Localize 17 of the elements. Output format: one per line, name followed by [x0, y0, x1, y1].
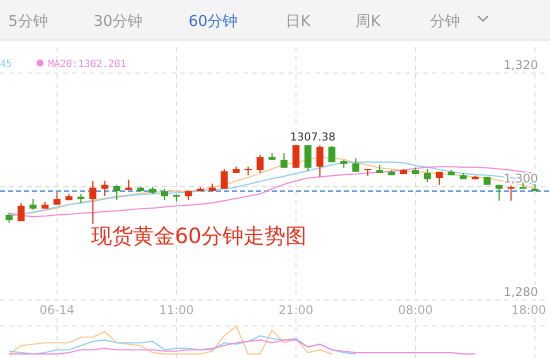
text: 日K [286, 12, 312, 30]
y-tick-label: 1,320 [504, 58, 538, 72]
x-tick-label: 21:00 [278, 303, 314, 317]
y-tick-label: 1,280 [504, 285, 538, 299]
text: 周K [356, 12, 382, 30]
x-tick-label: 08:00 [398, 303, 433, 317]
text: 30分钟 [93, 12, 143, 30]
x-tick-label: 18:00 [511, 303, 546, 317]
legend-label: MA20:1302.201 [48, 59, 126, 70]
x-tick-label: 11:00 [159, 303, 194, 317]
text: 5分钟 [8, 12, 48, 30]
annotation: 现货黄金60分钟走势图 [90, 224, 307, 248]
text: 分钟 [430, 12, 460, 30]
text: 45 [0, 59, 12, 70]
annotation: 1307.38 [290, 130, 336, 144]
x-tick-label: 06-14 [40, 303, 74, 317]
text: 60分钟 [188, 12, 238, 30]
